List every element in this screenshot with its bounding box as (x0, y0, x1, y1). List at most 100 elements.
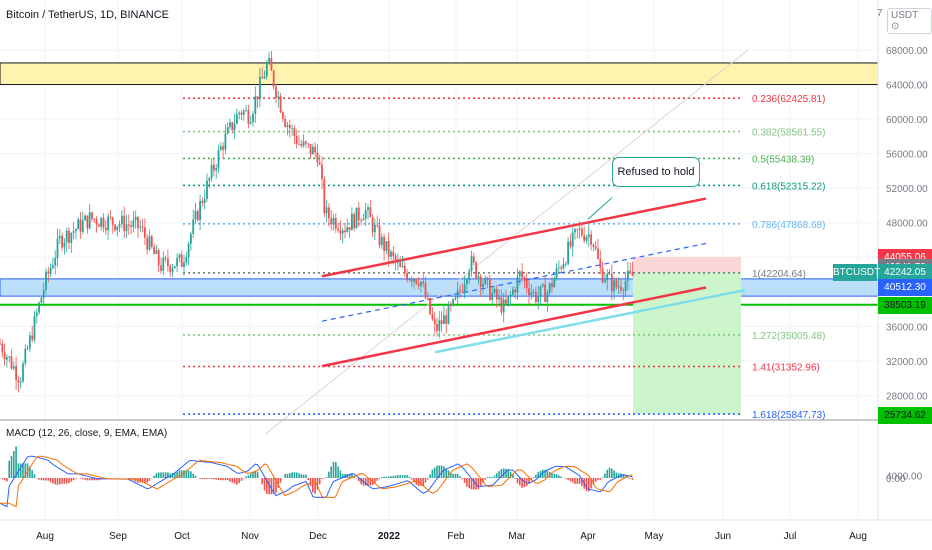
macd-histogram-bar (199, 478, 201, 479)
candle-body (265, 63, 268, 77)
macd-histogram-bar (203, 478, 206, 479)
candle-body (70, 232, 73, 243)
macd-histogram-bar (617, 473, 620, 478)
candle-body (24, 348, 27, 364)
candle-body (171, 268, 174, 272)
macd-histogram-bar (571, 478, 574, 483)
macd-histogram-bar (72, 478, 75, 481)
candle-body (305, 141, 307, 144)
candle-body (226, 127, 229, 134)
candle-body (456, 290, 459, 298)
candle-body (169, 265, 172, 272)
candle-body (617, 286, 620, 288)
macd-histogram-bar (157, 472, 160, 478)
candle-body (502, 299, 505, 313)
macd-histogram-bar (213, 478, 215, 480)
candle-body (291, 128, 293, 129)
candle-body (569, 241, 572, 247)
x-tick-label: 2022 (378, 531, 401, 542)
candle-body (286, 125, 289, 127)
candle-body (217, 149, 220, 169)
candle-body (518, 271, 521, 277)
candle-body (95, 219, 98, 225)
candle-body (541, 284, 544, 287)
candle-body (438, 320, 441, 331)
macd-histogram-bar (611, 468, 613, 478)
macd-histogram-bar (335, 462, 337, 478)
candle-body (610, 273, 613, 292)
candle-body (61, 235, 63, 248)
macd-histogram-bar (427, 478, 429, 480)
candle-body (466, 279, 468, 285)
refused-callout: Refused to hold (612, 157, 700, 187)
macd-histogram-bar (238, 478, 240, 484)
candle-body (88, 212, 91, 229)
macd-histogram-bar (224, 478, 227, 481)
macd-histogram-bar (360, 478, 362, 485)
macd-histogram-bar (261, 478, 263, 485)
macd-histogram-bar (463, 478, 466, 483)
candle-body (238, 112, 241, 115)
macd-histogram-bar (24, 463, 27, 478)
y-tick-label: 52000.00 (886, 184, 928, 195)
candle-body (31, 335, 34, 340)
macd-histogram-bar (339, 470, 342, 478)
candle-body (321, 164, 323, 180)
rising-support-line (434, 288, 746, 354)
candle-body (236, 114, 238, 124)
macd-histogram-bar (328, 471, 330, 478)
macd-histogram-bar (75, 478, 77, 479)
macd-histogram-bar (622, 474, 625, 478)
macd-histogram-bar (438, 465, 441, 478)
macd-histogram-bar (289, 473, 291, 478)
currency-selector[interactable]: USDT ⊙ (887, 8, 932, 34)
macd-histogram-bar (546, 470, 549, 478)
candle-body (240, 112, 243, 115)
macd-histogram-bar (38, 478, 40, 480)
macd-histogram-bar (302, 474, 305, 478)
candle-body (399, 262, 402, 267)
macd-histogram-bar (493, 475, 496, 478)
macd-histogram-bar (316, 478, 319, 490)
macd-histogram-bar (266, 478, 268, 494)
candle-body (229, 122, 231, 128)
candle-body (81, 220, 84, 232)
candle-body (183, 262, 185, 267)
candle-body (431, 314, 434, 320)
macd-histogram-bar (505, 468, 507, 478)
candle-body (277, 96, 280, 98)
candle-body (567, 241, 569, 264)
macd-histogram-bar (148, 478, 151, 481)
candle-body (564, 263, 567, 265)
candle-body (293, 128, 296, 136)
macd-histogram-bar (70, 478, 73, 482)
macd-histogram-bar (424, 478, 427, 483)
macd-histogram-bar (190, 471, 192, 478)
candle-body (629, 270, 632, 272)
macd-histogram-bar (231, 478, 234, 483)
candle-body (608, 273, 611, 275)
candle-body (233, 123, 236, 131)
macd-histogram-bar (381, 477, 383, 478)
macd-histogram-bar (433, 467, 436, 478)
macd-histogram-bar (229, 478, 231, 482)
macd-histogram-bar (141, 478, 144, 483)
candle-body (8, 356, 11, 358)
candle-body (309, 144, 312, 155)
macd-histogram-bar (82, 478, 84, 480)
macd-histogram-bar (477, 478, 480, 490)
candle-body (406, 272, 408, 280)
candle-body (477, 276, 480, 278)
macd-histogram-bar (606, 469, 608, 478)
macd-histogram-bar (581, 478, 583, 487)
macd-histogram-bar (450, 472, 452, 478)
candle-body (100, 217, 103, 227)
macd-histogram-bar (454, 473, 457, 478)
candle-body (54, 258, 57, 266)
candle-body (443, 315, 445, 325)
macd-histogram-bar (482, 478, 484, 483)
macd-histogram-bar (358, 478, 360, 482)
candle-body (86, 215, 89, 229)
candle-body (56, 238, 59, 259)
